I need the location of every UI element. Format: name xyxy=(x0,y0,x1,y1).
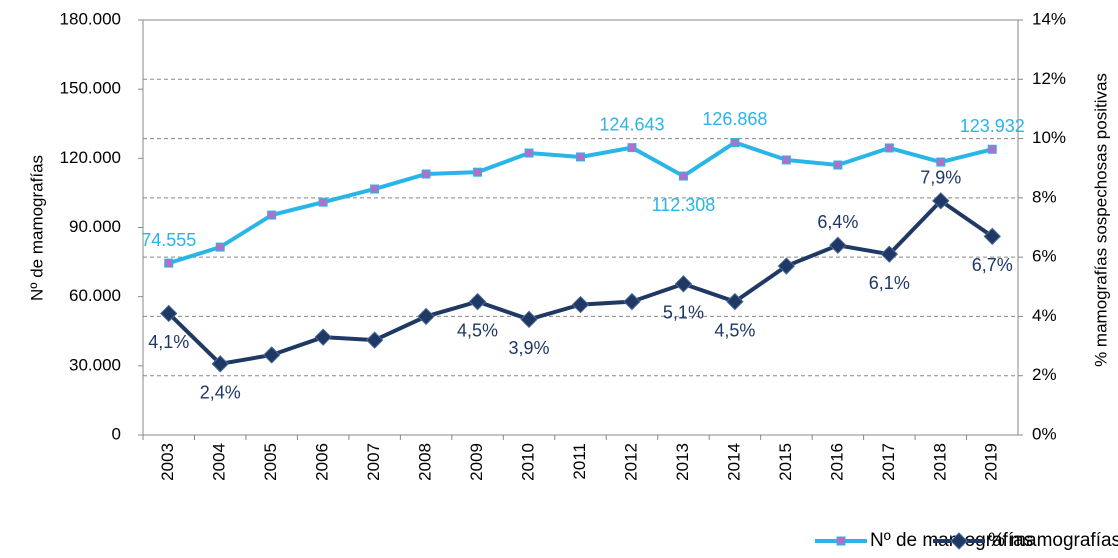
y2-tick-label: 10% xyxy=(1032,128,1066,147)
x-tick-label: 2016 xyxy=(827,443,846,481)
x-tick-label: 2008 xyxy=(416,443,435,481)
y-axis-title: Nº de mamografías xyxy=(27,155,46,301)
point-marker xyxy=(520,310,538,329)
value-label: 6,4% xyxy=(817,212,858,232)
x-tick-label: 2019 xyxy=(982,443,1001,481)
point-marker xyxy=(627,143,637,153)
point-marker xyxy=(983,227,1001,246)
y-tick-label: 60.000 xyxy=(69,286,121,305)
x-tick-label: 2014 xyxy=(724,443,743,481)
point-marker xyxy=(576,152,585,162)
point-marker xyxy=(987,144,997,154)
point-marker xyxy=(571,295,590,314)
point-marker xyxy=(267,210,277,220)
x-tick-label: 2011 xyxy=(570,443,589,480)
y-tick-label: 180.000 xyxy=(60,9,121,28)
value-label: 3,9% xyxy=(509,338,550,358)
y-tick-label: 90.000 xyxy=(69,217,121,236)
x-tick-label: 2018 xyxy=(930,443,949,481)
y2-axis-title: % mamografías sospechosas positivas xyxy=(1091,73,1110,367)
value-label: 2,4% xyxy=(200,383,241,403)
y2-tick-label: 4% xyxy=(1032,306,1057,325)
point-marker xyxy=(730,137,740,147)
value-label: 7,9% xyxy=(920,168,961,188)
x-tick-label: 2005 xyxy=(261,443,280,481)
y-tick-label: 30.000 xyxy=(69,355,121,374)
y2-tick-label: 12% xyxy=(1032,69,1066,88)
point-marker xyxy=(674,275,693,293)
point-marker xyxy=(777,257,796,275)
point-marker xyxy=(932,192,950,210)
point-marker xyxy=(880,245,899,263)
point-marker xyxy=(215,242,225,252)
value-label: 4,1% xyxy=(148,332,189,352)
point-marker xyxy=(884,143,894,153)
point-marker xyxy=(829,236,847,254)
y2-tick-label: 8% xyxy=(1032,187,1057,206)
value-label: 6,7% xyxy=(972,255,1013,275)
y2-tick-label: 14% xyxy=(1032,9,1066,28)
point-marker xyxy=(833,160,843,170)
x-tick-label: 2010 xyxy=(519,443,538,481)
x-tick-label: 2012 xyxy=(621,443,640,481)
point-marker xyxy=(211,355,229,373)
point-marker xyxy=(160,304,178,323)
value-label: 4,5% xyxy=(714,320,755,340)
point-marker xyxy=(365,331,384,349)
x-tick-label: 2004 xyxy=(210,443,229,481)
x-tick-label: 2003 xyxy=(158,443,177,481)
legend-marker xyxy=(950,532,968,550)
legend-label: % mamografías positivas xyxy=(988,530,1118,551)
point-marker xyxy=(417,307,435,326)
value-label: 123.932 xyxy=(960,116,1025,136)
x-tick-label: 2015 xyxy=(776,443,795,481)
y2-tick-label: 6% xyxy=(1032,247,1057,266)
x-tick-label: 2006 xyxy=(313,443,332,481)
point-marker xyxy=(936,157,946,167)
value-label: 74.555 xyxy=(141,230,196,250)
value-label: 112.308 xyxy=(652,195,716,215)
value-label: 126.868 xyxy=(702,109,767,129)
point-marker xyxy=(524,148,534,158)
value-label: 6,1% xyxy=(869,273,910,293)
y-tick-label: 150.000 xyxy=(60,79,121,98)
value-label: 5,1% xyxy=(663,303,704,323)
point-marker xyxy=(262,346,281,364)
plot-frame xyxy=(142,19,1019,436)
x-tick-label: 2013 xyxy=(673,443,692,481)
y-tick-label: 120.000 xyxy=(60,148,121,167)
point-marker xyxy=(164,258,174,268)
point-marker xyxy=(726,292,744,311)
x-tick-label: 2017 xyxy=(879,443,898,481)
point-marker xyxy=(623,292,641,311)
value-label: 4,5% xyxy=(457,320,498,340)
point-marker xyxy=(678,171,688,181)
value-label: 124.643 xyxy=(599,114,664,134)
y2-tick-label: 0% xyxy=(1032,424,1057,443)
y-tick-label: 0 xyxy=(112,424,121,443)
legend-marker xyxy=(836,536,846,546)
x-tick-label: 2009 xyxy=(467,443,486,481)
point-marker xyxy=(781,155,791,165)
point-marker xyxy=(473,167,483,177)
point-marker xyxy=(370,184,380,194)
x-tick-label: 2007 xyxy=(364,443,383,481)
point-marker xyxy=(318,197,328,207)
point-marker xyxy=(468,292,487,311)
point-marker xyxy=(421,169,431,179)
y2-tick-label: 2% xyxy=(1032,365,1057,384)
point-marker xyxy=(314,328,332,346)
